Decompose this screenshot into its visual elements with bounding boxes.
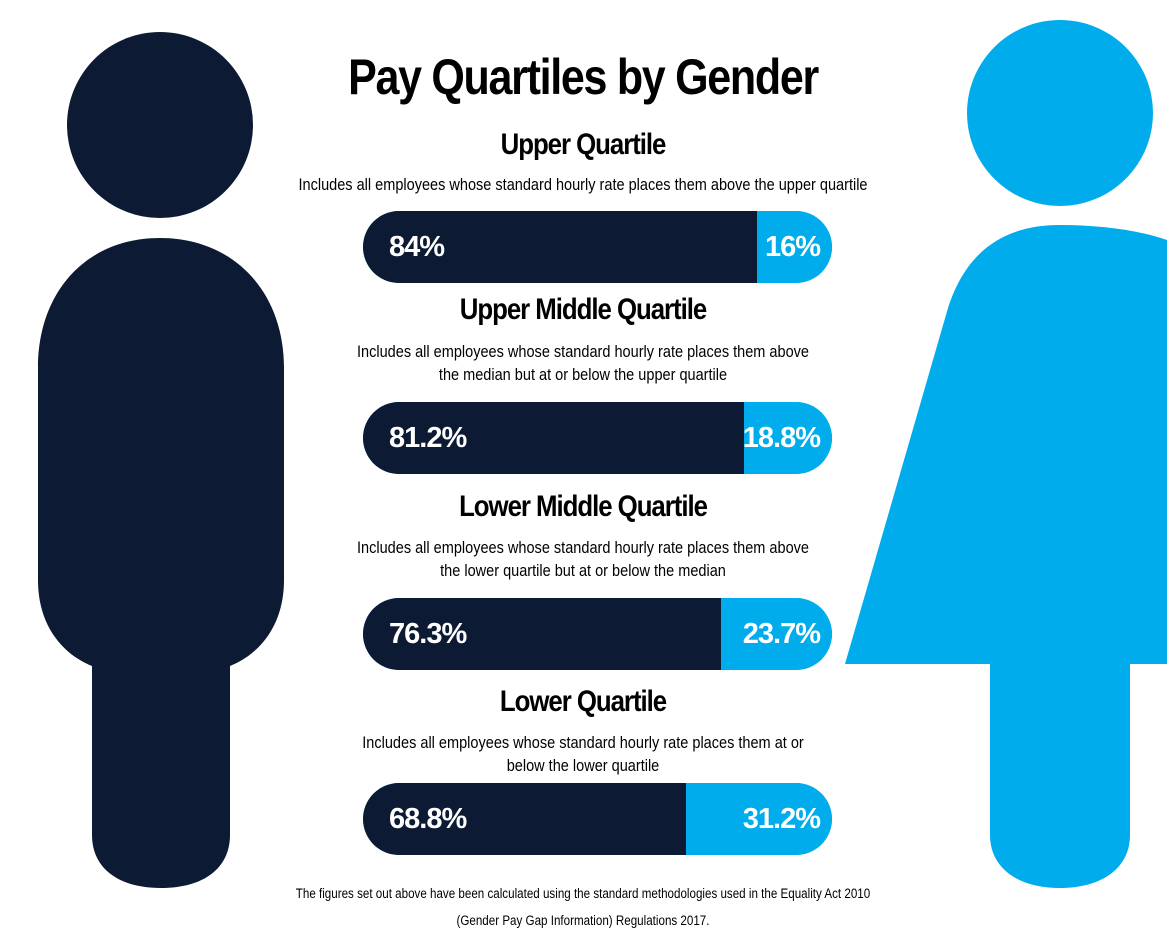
page-title: Pay Quartiles by Gender (348, 49, 819, 105)
quartile-description-lower: Includes all employees whose standard ho… (281, 732, 885, 778)
male-segment: 81.2% (363, 402, 744, 474)
female-figure-body (845, 225, 1167, 888)
quartile-description-upper: Includes all employees whose standard ho… (281, 174, 885, 197)
male-value-label: 68.8% (389, 803, 467, 835)
description-line: Includes all employees whose standard ho… (356, 343, 809, 361)
description-line: the median but at or below the upper qua… (438, 366, 728, 384)
quartile-heading-upper: Upper Quartile (500, 128, 667, 161)
quartile-heading-lower-middle: Lower Middle Quartile (459, 490, 708, 523)
quartile-description-upper-middle: Includes all employees whose standard ho… (281, 341, 885, 387)
quartile-bar-lower-middle: 76.3% 23.7% (363, 598, 832, 670)
description-line: Includes all employees whose standard ho… (362, 734, 804, 752)
female-value-label: 16% (764, 231, 821, 263)
footnote: The figures set out above have been calc… (282, 880, 884, 934)
footnote-line: (Gender Pay Gap Information) Regulations… (456, 913, 710, 928)
description-line: Includes all employees whose standard ho… (356, 539, 809, 557)
quartile-description-lower-middle: Includes all employees whose standard ho… (281, 537, 885, 583)
male-value-label: 76.3% (389, 618, 467, 650)
female-segment: 23.7% (720, 598, 832, 670)
male-segment: 76.3% (363, 598, 721, 670)
female-value-label: 18.8% (742, 422, 821, 454)
female-value-label: 31.2% (742, 803, 821, 835)
female-figure-head (967, 20, 1153, 206)
female-value-label: 23.7% (742, 618, 821, 650)
quartile-heading-upper-middle: Upper Middle Quartile (459, 293, 707, 326)
male-value-label: 81.2% (389, 422, 467, 454)
male-figure-body (38, 238, 284, 888)
footnote-line: The figures set out above have been calc… (295, 886, 871, 901)
quartile-heading-lower: Lower Quartile (499, 685, 667, 718)
male-value-label: 84% (389, 231, 445, 263)
description-line: Includes all employees whose standard ho… (298, 176, 868, 194)
description-line: the lower quartile but at or below the m… (440, 562, 726, 580)
female-segment: 16% (756, 211, 832, 283)
quartile-bar-lower: 68.8% 31.2% (363, 783, 832, 855)
description-line: below the lower quartile (506, 757, 660, 775)
quartile-bar-upper: 84% 16% (363, 211, 832, 283)
quartile-bar-upper-middle: 81.2% 18.8% (363, 402, 832, 474)
female-segment: 31.2% (685, 783, 832, 855)
male-segment: 68.8% (363, 783, 686, 855)
male-segment: 84% (363, 211, 757, 283)
female-segment: 18.8% (742, 402, 832, 474)
male-figure-head (67, 32, 253, 218)
